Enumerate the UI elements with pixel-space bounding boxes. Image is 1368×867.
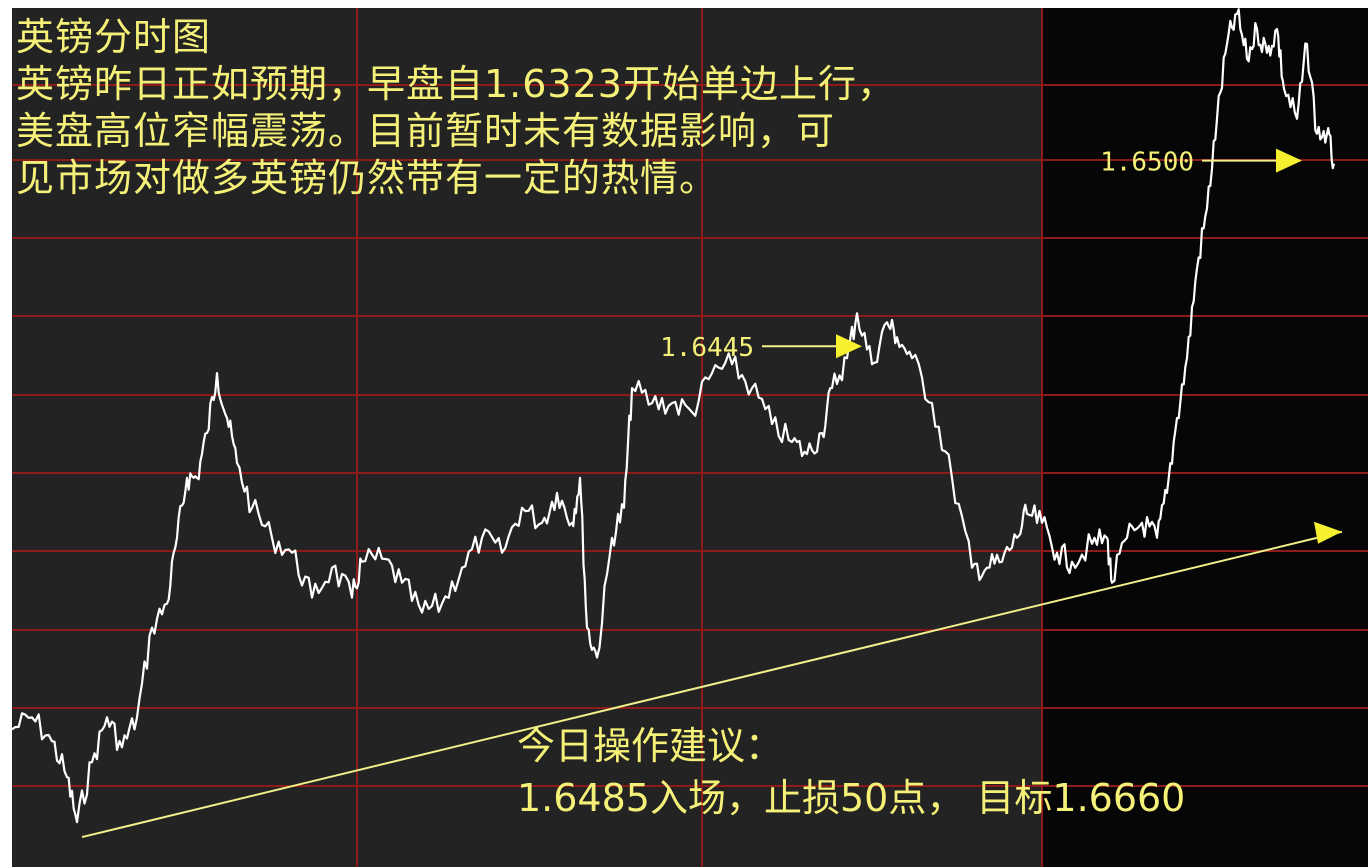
trendline xyxy=(81,530,1343,839)
trendline-arrowhead xyxy=(1314,521,1342,544)
chart-area: 1.6445 1.6500 英镑分时图 英镑昨日正如预期，早盘自1.6323开始单… xyxy=(12,8,1368,867)
commentary-line-1: 英镑昨日正如预期，早盘自1.6323开始单边上行， xyxy=(16,62,896,106)
price-line xyxy=(12,8,1336,824)
annotation-label-1: 1.6500 xyxy=(1100,148,1194,178)
background-session-1 xyxy=(12,8,1042,867)
chart-title: 英镑分时图 xyxy=(16,15,212,59)
commentary-line-2: 美盘高位窄幅震荡。目前暂时未有数据影响，可 xyxy=(16,109,836,153)
background-session-2 xyxy=(1042,8,1368,867)
annotation-arrowhead-0 xyxy=(836,334,862,359)
annotation-arrowhead-1 xyxy=(1276,148,1302,173)
advice-heading: 今日操作建议： xyxy=(517,724,784,768)
commentary-line-3: 见市场对做多英镑仍然带有一定的热情。 xyxy=(16,156,719,200)
intraday-chart: 1.6445 1.6500 xyxy=(12,8,1368,867)
advice-text: 1.6485入场，止损50点， 目标1.6660 xyxy=(517,776,1186,820)
annotation-label-0: 1.6445 xyxy=(660,333,754,363)
